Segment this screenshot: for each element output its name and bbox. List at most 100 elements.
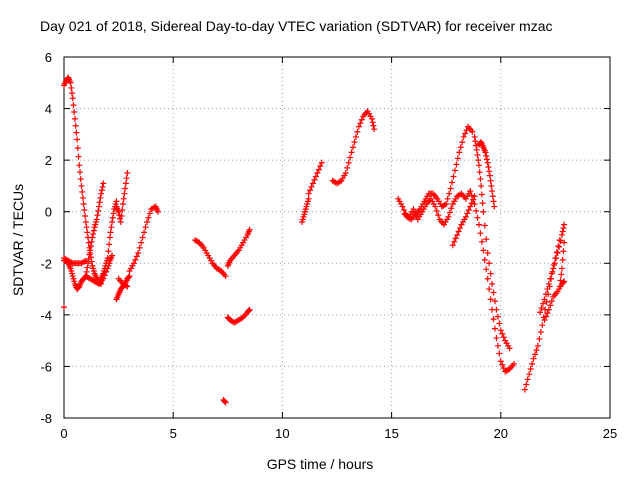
data-point: [553, 255, 560, 262]
data-point: [222, 399, 229, 406]
data-point: [67, 79, 74, 86]
data-point: [135, 249, 142, 256]
data-point: [245, 307, 252, 314]
data-point: [506, 345, 513, 352]
data-point: [561, 221, 568, 228]
data-point: [487, 270, 494, 277]
data-point: [539, 322, 546, 329]
data-point: [73, 129, 80, 136]
data-point: [548, 298, 555, 305]
data-point: [344, 164, 351, 171]
data-point: [488, 182, 495, 189]
data-point: [141, 229, 148, 236]
data-point: [499, 330, 506, 337]
data-point: [120, 195, 127, 202]
data-point: [94, 212, 101, 219]
data-point: [523, 381, 530, 388]
data-point: [221, 398, 228, 405]
data-point: [475, 221, 482, 228]
data-point: [479, 200, 486, 207]
data-point: [79, 188, 86, 195]
data-point: [558, 265, 565, 272]
data-point: [541, 296, 548, 303]
data-point: [95, 203, 102, 210]
data-point: [85, 239, 92, 246]
x-axis-label: GPS time / hours: [266, 456, 374, 472]
data-point: [98, 190, 105, 197]
x-tick-label: 10: [275, 426, 289, 441]
data-point: [486, 172, 493, 179]
data-point: [496, 320, 503, 327]
data-point: [483, 266, 490, 273]
data-point: [472, 138, 479, 145]
data-point: [435, 212, 442, 219]
data-point: [491, 298, 498, 305]
data-point: [478, 191, 485, 198]
data-point: [308, 183, 315, 190]
data-point: [126, 273, 133, 280]
data-point: [82, 273, 89, 280]
data-point: [314, 170, 321, 177]
data-point: [451, 238, 458, 245]
data-point: [545, 280, 552, 287]
data-point: [521, 386, 528, 393]
data-point: [104, 255, 111, 262]
data-point: [536, 335, 543, 342]
data-point: [532, 351, 539, 358]
data-point: [309, 180, 316, 187]
data-point: [69, 90, 76, 97]
data-point: [70, 102, 77, 109]
data-point: [487, 177, 494, 184]
data-point: [100, 180, 107, 187]
data-point: [87, 243, 94, 250]
data-point: [544, 286, 551, 293]
data-point: [467, 188, 474, 195]
data-point: [87, 247, 94, 254]
data-point: [493, 335, 500, 342]
y-tick-label: 0: [45, 205, 52, 220]
data-point: [83, 268, 90, 275]
y-tick-label: 2: [45, 153, 52, 168]
data-point: [471, 133, 478, 140]
data-point: [90, 227, 97, 234]
data-point: [444, 195, 451, 202]
y-tick-label: 4: [45, 102, 52, 117]
data-point: [462, 130, 469, 137]
data-point: [468, 200, 475, 207]
data-point: [537, 309, 544, 316]
data-point: [118, 213, 125, 220]
data-point: [109, 252, 116, 259]
data-point: [471, 193, 478, 200]
data-point: [553, 249, 560, 256]
data-point: [484, 159, 491, 166]
data-point: [510, 360, 517, 367]
data-point: [354, 128, 361, 135]
data-point: [529, 360, 536, 367]
y-tick-label: -4: [40, 308, 52, 323]
data-point: [486, 260, 493, 267]
x-tick-label: 5: [170, 426, 177, 441]
data-point: [460, 133, 467, 140]
data-point: [533, 347, 540, 354]
data-point: [473, 207, 480, 214]
data-point: [453, 161, 460, 168]
data-point: [477, 176, 484, 183]
y-tick-label: -2: [40, 256, 52, 271]
data-point: [490, 316, 497, 323]
data-point: [457, 225, 464, 232]
data-point: [497, 327, 504, 334]
data-point: [445, 213, 452, 220]
data-point: [351, 139, 358, 146]
data-point: [483, 152, 490, 159]
data-point: [481, 222, 488, 229]
data-point: [462, 213, 469, 220]
data-point: [71, 115, 78, 122]
data-point: [527, 366, 534, 373]
data-point: [357, 120, 364, 127]
x-tick-label: 25: [603, 426, 617, 441]
data-point: [557, 237, 564, 244]
data-point: [84, 264, 91, 271]
data-point: [484, 275, 491, 282]
data-point: [352, 133, 359, 140]
data-point: [145, 214, 152, 221]
